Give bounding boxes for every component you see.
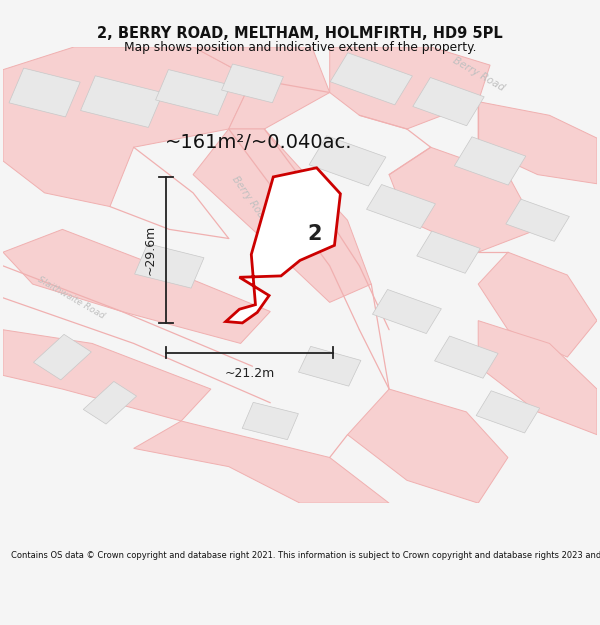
- Polygon shape: [134, 421, 389, 503]
- Polygon shape: [478, 252, 597, 357]
- Polygon shape: [413, 78, 484, 126]
- Polygon shape: [155, 69, 230, 116]
- Polygon shape: [83, 381, 137, 424]
- Polygon shape: [506, 199, 569, 241]
- Polygon shape: [330, 52, 412, 105]
- Text: ~21.2m: ~21.2m: [224, 367, 275, 379]
- Polygon shape: [3, 229, 271, 344]
- Polygon shape: [193, 47, 330, 129]
- Text: Map shows position and indicative extent of the property.: Map shows position and indicative extent…: [124, 41, 476, 54]
- Polygon shape: [347, 389, 508, 503]
- Polygon shape: [417, 231, 480, 273]
- Polygon shape: [454, 137, 526, 185]
- Text: 2: 2: [308, 224, 322, 244]
- Polygon shape: [221, 64, 283, 102]
- Polygon shape: [9, 68, 80, 117]
- Text: ~29.6m: ~29.6m: [143, 225, 156, 275]
- Text: 2, BERRY ROAD, MELTHAM, HOLMFIRTH, HD9 5PL: 2, BERRY ROAD, MELTHAM, HOLMFIRTH, HD9 5…: [97, 26, 503, 41]
- Polygon shape: [309, 136, 386, 186]
- Polygon shape: [389, 148, 538, 252]
- Polygon shape: [367, 184, 436, 229]
- Polygon shape: [242, 402, 298, 439]
- Polygon shape: [478, 321, 597, 435]
- Polygon shape: [226, 168, 340, 323]
- Polygon shape: [478, 102, 597, 184]
- Polygon shape: [34, 334, 91, 380]
- Polygon shape: [330, 47, 490, 129]
- Polygon shape: [134, 244, 204, 288]
- Polygon shape: [193, 129, 371, 302]
- Text: Slaithwaite Road: Slaithwaite Road: [36, 275, 106, 321]
- Polygon shape: [298, 346, 361, 386]
- Polygon shape: [373, 289, 442, 334]
- Text: Contains OS data © Crown copyright and database right 2021. This information is : Contains OS data © Crown copyright and d…: [11, 551, 600, 560]
- Text: Berry Road: Berry Road: [230, 174, 269, 225]
- Polygon shape: [3, 47, 253, 206]
- Polygon shape: [476, 391, 539, 433]
- Polygon shape: [434, 336, 498, 378]
- Text: ~161m²/~0.040ac.: ~161m²/~0.040ac.: [164, 133, 352, 152]
- Polygon shape: [80, 76, 163, 128]
- Polygon shape: [3, 330, 211, 421]
- Text: Berry Road: Berry Road: [451, 56, 506, 93]
